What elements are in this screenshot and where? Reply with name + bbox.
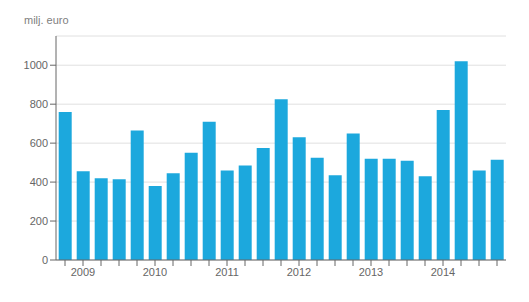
svg-text:2009: 2009 [71, 266, 95, 278]
svg-text:2011: 2011 [215, 266, 239, 278]
svg-text:0: 0 [42, 254, 48, 266]
svg-text:1000: 1000 [24, 59, 48, 71]
svg-text:2012: 2012 [287, 266, 311, 278]
svg-text:400: 400 [30, 176, 48, 188]
svg-text:milj. euro: milj. euro [24, 14, 69, 26]
svg-text:800: 800 [30, 98, 48, 110]
svg-text:2014: 2014 [431, 266, 455, 278]
svg-text:2013: 2013 [359, 266, 383, 278]
svg-text:2010: 2010 [143, 266, 167, 278]
svg-text:200: 200 [30, 215, 48, 227]
svg-text:600: 600 [30, 137, 48, 149]
